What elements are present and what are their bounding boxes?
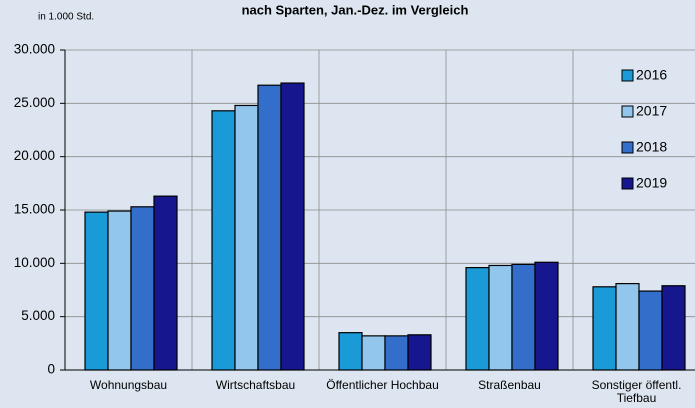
legend-label: 2018 <box>636 139 667 155</box>
bar <box>534 261 559 371</box>
bar <box>107 210 132 371</box>
y-tick-label: 15.000 <box>14 202 55 217</box>
bar <box>280 82 305 371</box>
legend-swatch <box>621 141 634 154</box>
y-tick-label: 10.000 <box>14 255 55 270</box>
bar <box>84 211 109 371</box>
chart-title: nach Sparten, Jan.-Dez. im Vergleich <box>242 2 469 17</box>
y-tick-label: 0 <box>47 362 55 377</box>
y-tick-label: 5.000 <box>21 308 55 323</box>
bar <box>407 334 432 371</box>
y-tick-label: 25.000 <box>14 95 55 110</box>
bar <box>488 264 513 371</box>
x-tick-label: Öffentlicher Hochbau <box>326 378 439 392</box>
bar <box>615 283 640 371</box>
bar <box>592 286 617 371</box>
bar <box>234 104 259 371</box>
legend-swatch <box>621 105 634 118</box>
bar <box>211 110 236 371</box>
legend-label: 2019 <box>636 175 667 191</box>
legend-swatch <box>621 177 634 190</box>
bar <box>384 335 409 371</box>
bar <box>130 206 155 371</box>
bar <box>338 332 363 371</box>
bar <box>465 267 490 371</box>
bar <box>153 195 178 371</box>
bar <box>661 285 686 371</box>
y-tick-label: 20.000 <box>14 148 55 163</box>
x-tick-label: Straßenbau <box>478 378 541 392</box>
y-tick-label: 30.000 <box>14 42 55 57</box>
legend-label: 2016 <box>636 67 667 83</box>
y-axis-label: in 1.000 Std. <box>38 12 94 23</box>
bar <box>511 263 536 371</box>
legend-swatch <box>621 69 634 82</box>
x-tick-label: Wirtschaftsbau <box>216 378 295 392</box>
x-tick-label: Sonstiger öffentl. Tiefbau <box>592 378 682 405</box>
x-tick-label: Wohnungsbau <box>90 378 167 392</box>
bar <box>257 84 282 371</box>
legend-label: 2017 <box>636 103 667 119</box>
bar <box>638 290 663 371</box>
bar <box>361 335 386 371</box>
